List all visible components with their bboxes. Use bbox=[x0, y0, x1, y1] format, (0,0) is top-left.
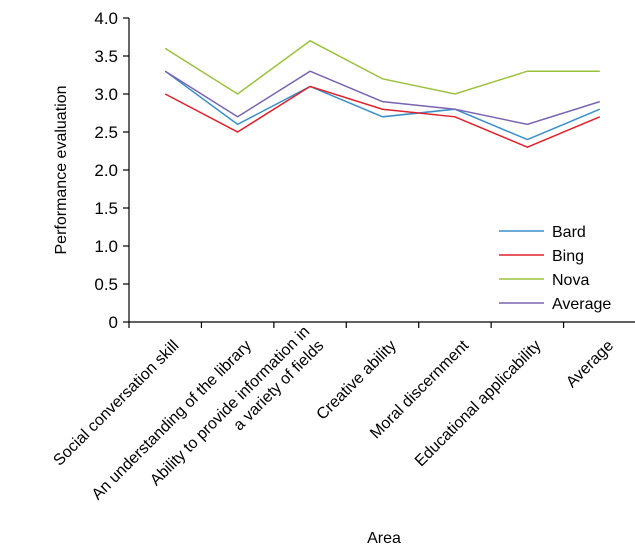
series-line-average bbox=[164, 70, 601, 126]
y-tick-label: 3.0 bbox=[94, 85, 118, 104]
y-axis: 0 0.5 1.0 1.5 2.0 2.5 3.0 3.5 4.0 bbox=[94, 9, 130, 332]
x-tick-label: An understanding of the library bbox=[89, 337, 255, 503]
series-lines bbox=[164, 39, 601, 149]
series-line-bard bbox=[164, 70, 601, 141]
legend: Bard Bing Nova Average bbox=[499, 224, 611, 313]
y-tick-label: 2.5 bbox=[94, 123, 118, 142]
y-tick-label: 4.0 bbox=[94, 9, 118, 28]
y-tick-label: 0 bbox=[109, 313, 118, 332]
legend-label-nova: Nova bbox=[552, 272, 589, 289]
series-line-bing bbox=[164, 85, 601, 149]
series-line-nova bbox=[164, 39, 600, 95]
legend-label-bard: Bard bbox=[552, 224, 586, 241]
y-tick-label: 0.5 bbox=[94, 275, 118, 294]
legend-label-average: Average bbox=[552, 296, 611, 313]
legend-label-bing: Bing bbox=[552, 248, 584, 265]
x-tick-label: Social conversation skill bbox=[50, 337, 182, 469]
x-tick-label: Average bbox=[563, 337, 617, 391]
y-tick-label: 1.5 bbox=[94, 199, 118, 218]
y-axis-title: Performance evaluation bbox=[53, 86, 70, 255]
x-tick-label: Educational applicability bbox=[412, 337, 545, 470]
x-axis-title: Area bbox=[367, 530, 401, 547]
y-tick-label: 1.0 bbox=[94, 237, 118, 256]
y-tick-label: 3.5 bbox=[94, 47, 118, 66]
y-tick-label: 2.0 bbox=[94, 161, 118, 180]
